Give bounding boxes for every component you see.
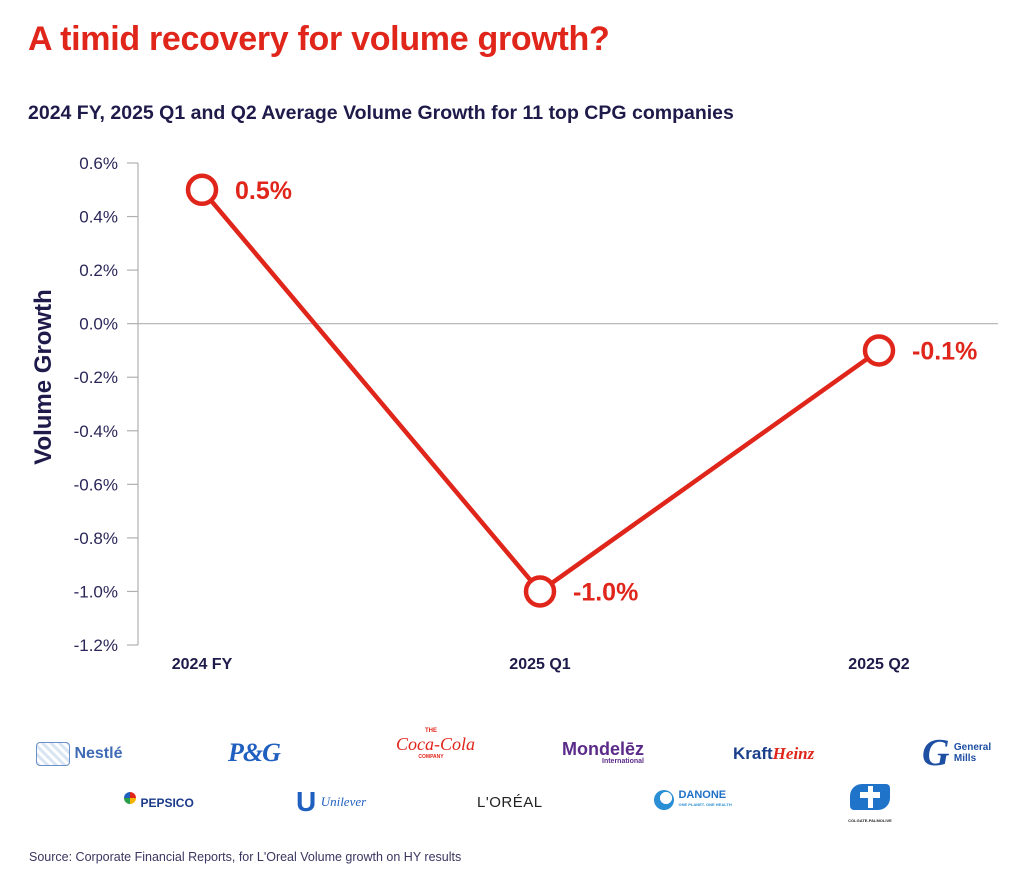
- data-point: [862, 334, 896, 367]
- general-mills-g-icon: G: [922, 732, 950, 774]
- y-tick-label: 0.2%: [79, 261, 118, 280]
- y-tick-label: -0.4%: [74, 422, 118, 441]
- y-tick-label: 0.4%: [79, 208, 118, 227]
- logo-pg: P&G: [228, 738, 281, 767]
- logo-loreal: L'ORÉAL: [477, 794, 543, 811]
- logo-mondelez: Mondelēz International: [562, 739, 645, 765]
- logo-coca-cola: THE Coca-Cola COMPANY: [396, 728, 475, 760]
- data-label: -0.1%: [912, 337, 977, 365]
- y-tick-label: -1.2%: [74, 636, 118, 655]
- x-categories: 2024 FY 2025 Q1 2025 Q2: [172, 656, 910, 673]
- y-tick-label: -1.0%: [74, 582, 118, 601]
- pepsico-globe-icon: [124, 792, 136, 804]
- y-tick-label: -0.8%: [74, 529, 118, 548]
- y-tick-label: -0.2%: [74, 368, 118, 387]
- x-category-label: 2025 Q1: [509, 656, 570, 673]
- logo-unilever: U Unilever: [296, 786, 367, 817]
- y-tick-label: -0.6%: [74, 475, 118, 494]
- logo-kraft-heinz: KraftHeinz: [733, 744, 815, 763]
- logo-pepsico: PEPSICO: [124, 792, 194, 810]
- data-label: -1.0%: [573, 578, 638, 606]
- colgate-cp-icon: [850, 784, 890, 810]
- y-tick-label: 0.0%: [79, 315, 118, 334]
- y-ticks: 0.6% 0.4% 0.2% 0.0% -0.2% -0.4% -0.6% -0.8% -1.0…: [74, 154, 138, 655]
- y-tick-label: 0.6%: [79, 154, 118, 173]
- data-label: 0.5%: [235, 177, 292, 205]
- data-point: [185, 173, 219, 207]
- company-logos: Nestlé P&G THE Coca-Cola COMPANY Mondelē…: [0, 728, 1024, 830]
- x-category-label: 2025 Q2: [848, 656, 909, 673]
- logo-danone: DANONE ONE PLANET. ONE HEALTH: [654, 790, 732, 810]
- logo-general-mills: G General Mills: [922, 732, 992, 774]
- logo-colgate-palmolive: COLGATE-PALMOLIVE: [845, 784, 895, 823]
- chart-subtitle: 2024 FY, 2025 Q1 and Q2 Average Volume G…: [28, 102, 734, 124]
- y-axis-label: Volume Growth: [30, 289, 57, 465]
- series-line: 0.5% -1.0% -0.1%: [185, 173, 977, 608]
- axes: [137, 163, 998, 645]
- x-category-label: 2024 FY: [172, 656, 233, 673]
- chart-title: A timid recovery for volume growth?: [28, 20, 610, 58]
- data-point: [523, 575, 557, 608]
- source-note: Source: Corporate Financial Reports, for…: [29, 850, 462, 864]
- unilever-u-icon: U: [296, 786, 317, 817]
- danone-circle-icon: [654, 790, 674, 810]
- line-chart: 0.6% 0.4% 0.2% 0.0% -0.2% -0.4% -0.6% -0.8% -1.0…: [30, 154, 998, 673]
- series-line-path: [200, 188, 881, 595]
- logo-nestle: Nestlé: [36, 742, 122, 766]
- nestle-nest-icon: [36, 742, 70, 766]
